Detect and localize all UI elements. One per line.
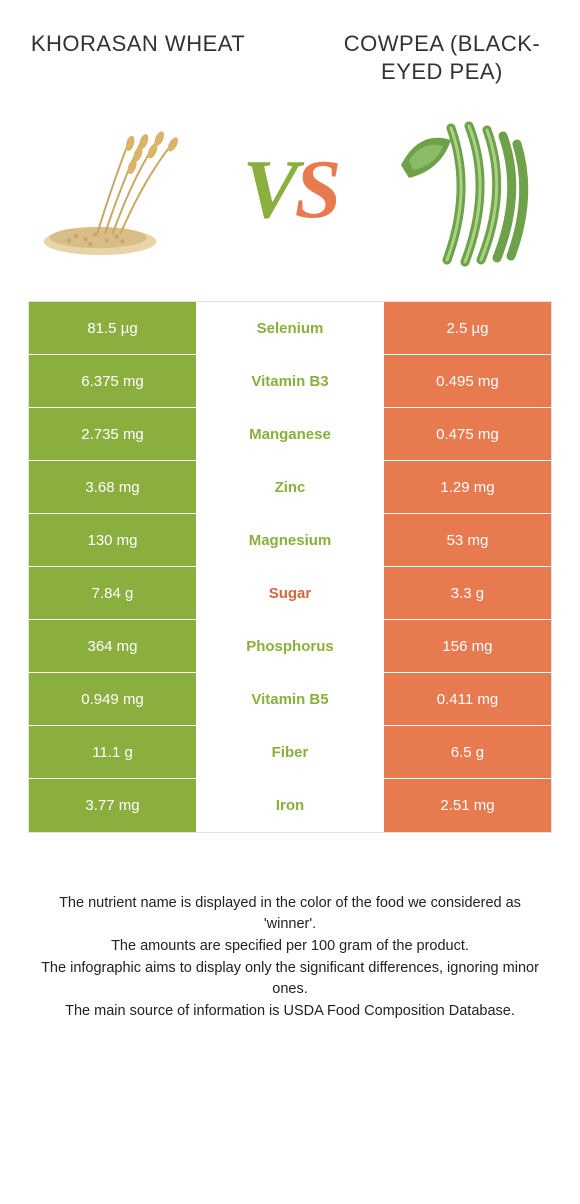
table-row: 6.375 mgVitamin B30.495 mg (29, 355, 551, 408)
cell-right-value: 3.3 g (384, 567, 551, 619)
header-left-title: KHORASAN WHEAT (28, 30, 248, 58)
table-row: 130 mgMagnesium53 mg (29, 514, 551, 567)
table-row: 2.735 mgManganese0.475 mg (29, 408, 551, 461)
image-row: VS (28, 105, 552, 275)
table-row: 7.84 gSugar3.3 g (29, 567, 551, 620)
cell-right-value: 0.495 mg (384, 355, 551, 407)
table-row: 11.1 gFiber6.5 g (29, 726, 551, 779)
table-row: 364 mgPhosphorus156 mg (29, 620, 551, 673)
cell-nutrient-name: Iron (196, 779, 384, 832)
footnotes: The nutrient name is displayed in the co… (28, 893, 552, 1022)
footnote-line: The infographic aims to display only the… (32, 958, 548, 1000)
cell-nutrient-name: Vitamin B3 (196, 355, 384, 407)
cell-left-value: 3.77 mg (29, 779, 196, 832)
cell-right-value: 53 mg (384, 514, 551, 566)
cell-left-value: 6.375 mg (29, 355, 196, 407)
table-row: 3.68 mgZinc1.29 mg (29, 461, 551, 514)
cell-nutrient-name: Magnesium (196, 514, 384, 566)
table-row: 3.77 mgIron2.51 mg (29, 779, 551, 832)
footnote-line: The amounts are specified per 100 gram o… (32, 936, 548, 957)
vs-label: VS (243, 148, 338, 232)
cell-nutrient-name: Zinc (196, 461, 384, 513)
cell-left-value: 2.735 mg (29, 408, 196, 460)
cell-right-value: 1.29 mg (384, 461, 551, 513)
cell-nutrient-name: Sugar (196, 567, 384, 619)
cell-left-value: 130 mg (29, 514, 196, 566)
table-row: 81.5 µgSelenium2.5 µg (29, 302, 551, 355)
cell-left-value: 81.5 µg (29, 302, 196, 354)
cell-left-value: 7.84 g (29, 567, 196, 619)
cell-nutrient-name: Selenium (196, 302, 384, 354)
footnote-line: The main source of information is USDA F… (32, 1001, 548, 1022)
cell-right-value: 0.411 mg (384, 673, 551, 725)
cell-nutrient-name: Phosphorus (196, 620, 384, 672)
cell-left-value: 11.1 g (29, 726, 196, 778)
cell-nutrient-name: Manganese (196, 408, 384, 460)
cell-left-value: 364 mg (29, 620, 196, 672)
cell-right-value: 2.51 mg (384, 779, 551, 832)
header-row: KHORASAN WHEAT COWPEA (BLACK-EYED PEA) (28, 30, 552, 85)
vs-s: S (295, 143, 338, 236)
cell-left-value: 3.68 mg (29, 461, 196, 513)
cell-left-value: 0.949 mg (29, 673, 196, 725)
cell-nutrient-name: Fiber (196, 726, 384, 778)
cell-right-value: 0.475 mg (384, 408, 551, 460)
cell-right-value: 2.5 µg (384, 302, 551, 354)
footnote-line: The nutrient name is displayed in the co… (32, 893, 548, 935)
table-row: 0.949 mgVitamin B50.411 mg (29, 673, 551, 726)
header-right-title: COWPEA (BLACK-EYED PEA) (332, 30, 552, 85)
nutrition-table: 81.5 µgSelenium2.5 µg6.375 mgVitamin B30… (28, 301, 552, 833)
cell-nutrient-name: Vitamin B5 (196, 673, 384, 725)
cell-right-value: 6.5 g (384, 726, 551, 778)
wheat-image (34, 105, 204, 275)
infographic-container: KHORASAN WHEAT COWPEA (BLACK-EYED PEA) (0, 0, 580, 1043)
vs-v: V (243, 143, 295, 236)
cowpea-image (376, 105, 546, 275)
cell-right-value: 156 mg (384, 620, 551, 672)
